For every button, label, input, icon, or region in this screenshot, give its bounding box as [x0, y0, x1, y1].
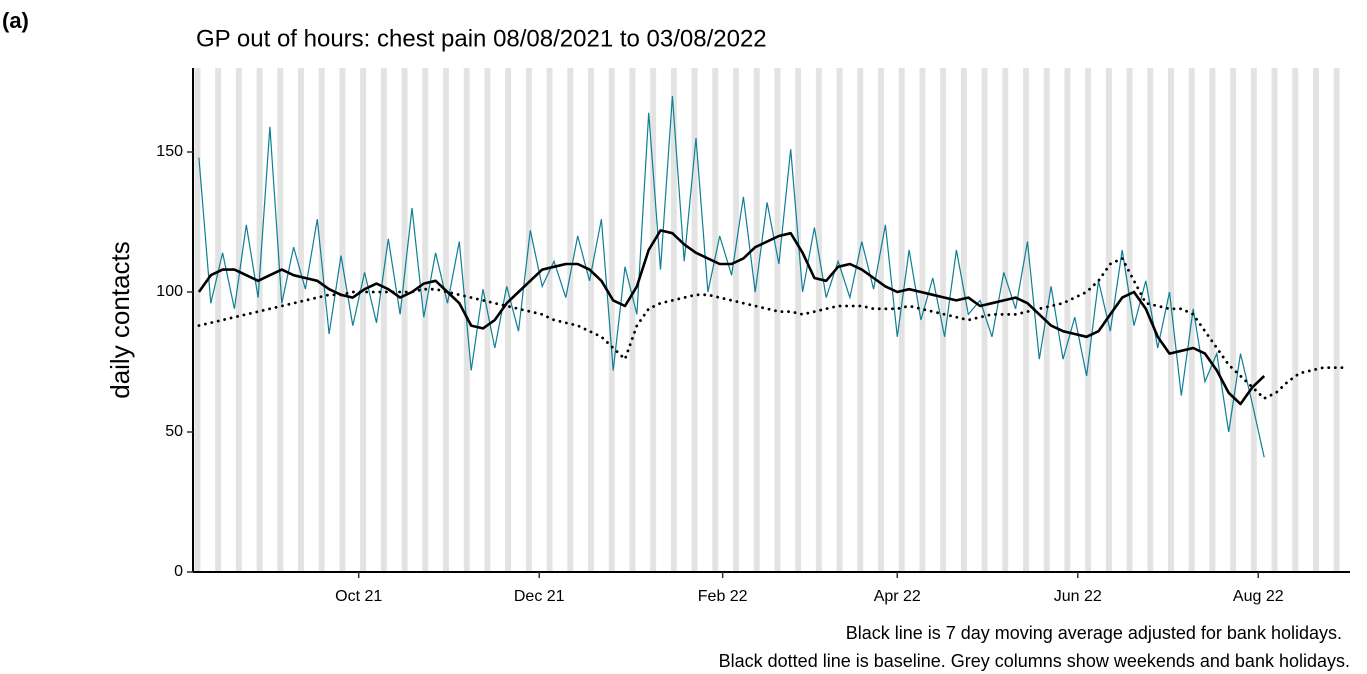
weekend-band [670, 68, 677, 572]
y-tick-label: 0 [174, 563, 183, 580]
weekend-band [318, 68, 325, 572]
weekend-band [277, 68, 284, 572]
weekend-band [1064, 68, 1071, 572]
weekend-band [608, 68, 615, 572]
weekend-band [401, 68, 408, 572]
weekend-band [1085, 68, 1092, 572]
weekend-band [981, 68, 988, 572]
chart-title: GP out of hours: chest pain 08/08/2021 t… [196, 25, 767, 52]
weekend-band [484, 68, 491, 572]
weekend-band [588, 68, 594, 572]
weekend-band [1209, 68, 1216, 572]
panel-label: (a) [2, 8, 29, 33]
x-tick-label: Feb 22 [698, 588, 748, 605]
weekend-band [443, 68, 449, 572]
weekend-band [1002, 68, 1009, 572]
series-line [198, 95, 1265, 458]
weekend-band [298, 68, 304, 572]
series-line [197, 229, 1266, 406]
x-tick-label: Oct 21 [335, 588, 382, 605]
y-tick-label: 100 [156, 283, 183, 300]
y-tick-label: 50 [165, 423, 183, 440]
weekend-band [380, 68, 387, 572]
weekend-band [898, 68, 905, 572]
weekend-band [422, 68, 429, 572]
footnote: Black line is 7 day moving average adjus… [846, 623, 1342, 643]
weekend-band [1271, 68, 1278, 572]
weekend-band [546, 68, 553, 572]
weekend-band [712, 68, 719, 572]
weekend-band [567, 68, 574, 572]
weekend-band [836, 68, 843, 572]
weekend-band [339, 68, 346, 572]
series-line [197, 256, 1349, 401]
weekend-band [1230, 68, 1237, 572]
weekend-band [919, 68, 926, 572]
weekend-band [774, 68, 781, 572]
weekend-band [1023, 68, 1029, 572]
weekend-band [1250, 68, 1257, 572]
weekend-band [1292, 68, 1299, 572]
weekend-band [360, 68, 367, 572]
x-tick-label: Dec 21 [514, 588, 565, 605]
footnote: Black dotted line is baseline. Grey colu… [719, 651, 1350, 671]
weekend-band [629, 68, 636, 572]
x-tick-label: Jun 22 [1054, 588, 1102, 605]
weekend-band [256, 68, 263, 572]
weekend-band [878, 68, 884, 572]
weekend-band [1105, 68, 1112, 572]
weekend-band [691, 68, 698, 572]
y-tick-label: 150 [156, 143, 183, 160]
weekend-band [753, 68, 760, 572]
weekend-band [940, 68, 947, 572]
weekend-band [1313, 68, 1319, 572]
weekend-band [194, 68, 201, 572]
weekend-band [505, 68, 512, 572]
weekend-band [525, 68, 532, 572]
weekend-band [815, 68, 822, 572]
weekend-band [1333, 68, 1340, 572]
weekend-band [235, 68, 242, 572]
weekend-band [857, 68, 864, 572]
x-tick-label: Apr 22 [874, 588, 921, 605]
weekend-band [650, 68, 657, 572]
weekend-band [1168, 68, 1174, 572]
y-axis-label: daily contacts [105, 241, 135, 399]
weekend-band [1126, 68, 1133, 572]
x-tick-label: Aug 22 [1233, 588, 1284, 605]
weekend-band [795, 68, 802, 572]
weekend-band [733, 68, 739, 572]
